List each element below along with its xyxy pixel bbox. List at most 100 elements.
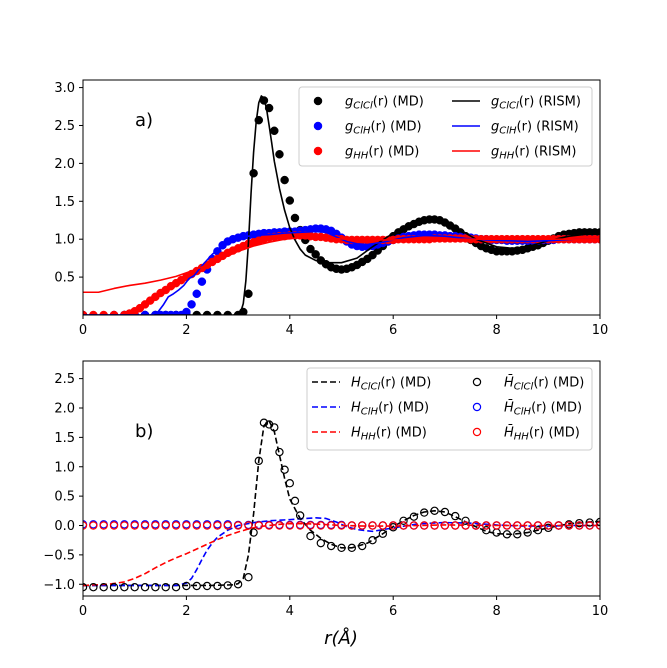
- panel-b-legend: HClCl(r) (MD) HClH(r) (MD) HHH(r) (MD) H̄Cl…: [306, 367, 593, 451]
- panel-b-series-5-point: [368, 521, 377, 530]
- panel-b-series-5-point: [482, 521, 491, 530]
- panel-b-series-3-point: [544, 523, 553, 533]
- panel-b-x-tick-label: 6: [389, 604, 397, 619]
- panel-a-series-2: [83, 231, 600, 315]
- panel-a-series-0-point: [280, 175, 289, 185]
- panel-b-legend-label: H̄HH(r) (MD): [504, 425, 580, 442]
- panel-b-series-5-point: [326, 521, 336, 530]
- panel-a: 0 2 4 6 8 10 0.5 1.0 1.5 2.0 2.5 3.0 a) gClCl(r) (MD)…: [54, 79, 608, 338]
- panel-a-series-0-point: [244, 289, 253, 299]
- panel-b-legend-label: HClH(r) (MD): [351, 401, 429, 418]
- panel-a-legend-label: gClCl(r) (MD): [345, 95, 424, 112]
- panel-a-legend-label: gClH(r) (MD): [345, 120, 422, 137]
- panel-b-series-3-point: [120, 582, 129, 592]
- panel-b-series-5-point: [161, 521, 170, 530]
- panel-b-series-5-point: [513, 521, 522, 530]
- panel-a-series-0-point: [306, 244, 315, 254]
- panel-a-x-tick-label: 0: [79, 323, 87, 338]
- panel-b-series-3-point: [109, 582, 119, 592]
- panel-b-series-3-point: [192, 581, 201, 591]
- panel-b-series-5-point: [202, 521, 212, 530]
- panel-a-legend-label: gHH(r) (MD): [345, 145, 419, 162]
- panel-b-series-2-line: [83, 522, 600, 587]
- panel-b-series-3-point: [223, 581, 232, 590]
- panel-b-series-5: [83, 521, 600, 530]
- panel-a-series-1-point: [140, 310, 150, 315]
- panel-b-series-5-point: [275, 521, 284, 530]
- panel-b-series-3-point: [409, 512, 419, 521]
- panel-a-series-0-point: [290, 213, 300, 223]
- panel-b-series-5-point: [595, 521, 600, 530]
- panel-b-series-5-point: [523, 521, 532, 530]
- panel-b-series-5-point: [337, 521, 346, 530]
- panel-a-legend-item: gClCl(r) (MD): [313, 95, 424, 112]
- panel-b-series-3-point: [585, 518, 594, 527]
- panel-b-series-5-point: [399, 521, 408, 530]
- panel-b-legend-item: H̄ClCl(r) (MD): [472, 375, 584, 393]
- panel-b-y-tick-label: 2.5: [54, 372, 75, 387]
- panel-a-plot-area: [83, 95, 600, 315]
- panel-b-series-3-point: [399, 516, 408, 526]
- panel-b-series-3-point: [430, 506, 439, 516]
- panel-b-legend-label: H̄ClH(r) (MD): [504, 400, 582, 417]
- panel-a-series-0-point: [213, 310, 222, 315]
- panel-b-series-3-point: [378, 529, 388, 538]
- panel-b-series-5-point: [347, 521, 357, 530]
- panel-b-series-3-point: [316, 538, 326, 548]
- panel-b-series-5-point: [233, 521, 243, 530]
- panel-b-series-3-point: [461, 516, 470, 526]
- panel-b-series-3-point: [202, 581, 212, 591]
- panel-b-series-3-point: [213, 581, 222, 591]
- panel-b-legend-label: H̄ClCl(r) (MD): [504, 375, 584, 392]
- panel-b-series-5-point: [171, 521, 181, 530]
- panel-a-x-tick-label: 4: [286, 323, 294, 338]
- panel-b-series-5-point: [140, 521, 150, 530]
- panel-b-legend-label: HClCl(r) (MD): [351, 376, 431, 393]
- panel-a-x-tick-label: 8: [492, 323, 500, 338]
- panel-b-series-3-point: [233, 580, 243, 589]
- panel-b-series-5-point: [461, 521, 470, 530]
- panel-b-y-tick-label: 1.5: [54, 431, 75, 446]
- panel-b-y-tick-label: −0.5: [43, 548, 75, 563]
- panel-b-legend-item: H̄ClH(r) (MD): [472, 400, 582, 418]
- panel-b-label: b): [135, 421, 153, 442]
- panel-b-series-3-point: [285, 479, 294, 488]
- panel-a-series-5-line: [83, 236, 600, 294]
- panel-b-x-tick-label: 8: [492, 604, 500, 619]
- panel-b-series-5-point: [451, 521, 460, 530]
- panel-b-series-3-point: [140, 582, 150, 592]
- panel-a-legend-item: gClH(r) (RISM): [452, 120, 579, 137]
- panel-b-series-3-point: [306, 531, 315, 541]
- x-axis-title: r(Å): [324, 627, 358, 649]
- panel-b-legend-item: HClCl(r) (MD): [312, 376, 431, 393]
- panel-b-legend-item: H̄HH(r) (MD): [472, 425, 580, 443]
- panel-b-series-3-point: [182, 581, 191, 591]
- panel-b-series-3-point: [89, 582, 98, 592]
- panel-b-series-3-point: [502, 530, 512, 539]
- panel-b-series-5-point: [295, 521, 305, 530]
- panel-b-series-3-point: [295, 511, 305, 520]
- panel-b-series-5-point: [89, 521, 98, 530]
- panel-b-series-5-point: [254, 521, 263, 530]
- panel-b-series-3-point: [249, 528, 258, 537]
- panel-a-series-3-line: [83, 95, 600, 315]
- panel-b-series-5-point: [533, 521, 543, 530]
- panel-b-series-3-point: [357, 541, 367, 551]
- panel-b-y-tick-label: 0.5: [54, 490, 75, 505]
- panel-a-series-1-point: [187, 300, 196, 309]
- panel-b-y-tick-label: 2.0: [54, 402, 75, 417]
- panel-b-series-3-point: [161, 582, 170, 592]
- panel-a-y-tick-label: 0.5: [54, 271, 75, 286]
- panel-a-legend-box: [298, 86, 593, 167]
- panel-b-series-3-point: [440, 507, 450, 517]
- panel-b-series-3-point: [254, 456, 263, 466]
- panel-a-series-0-point: [275, 150, 284, 159]
- panel-b-series-5-point: [502, 521, 512, 530]
- panel-a-legend-item: gClCl(r) (RISM): [452, 95, 581, 112]
- panel-a-y-tick-label: 1.5: [54, 195, 75, 210]
- panel-a-series-2-point: [89, 310, 98, 315]
- panel-a-series-2-point: [99, 310, 108, 315]
- panel-b-y-tick-label: 0.0: [54, 519, 75, 534]
- panel-b-x-tick-label: 0: [79, 604, 87, 619]
